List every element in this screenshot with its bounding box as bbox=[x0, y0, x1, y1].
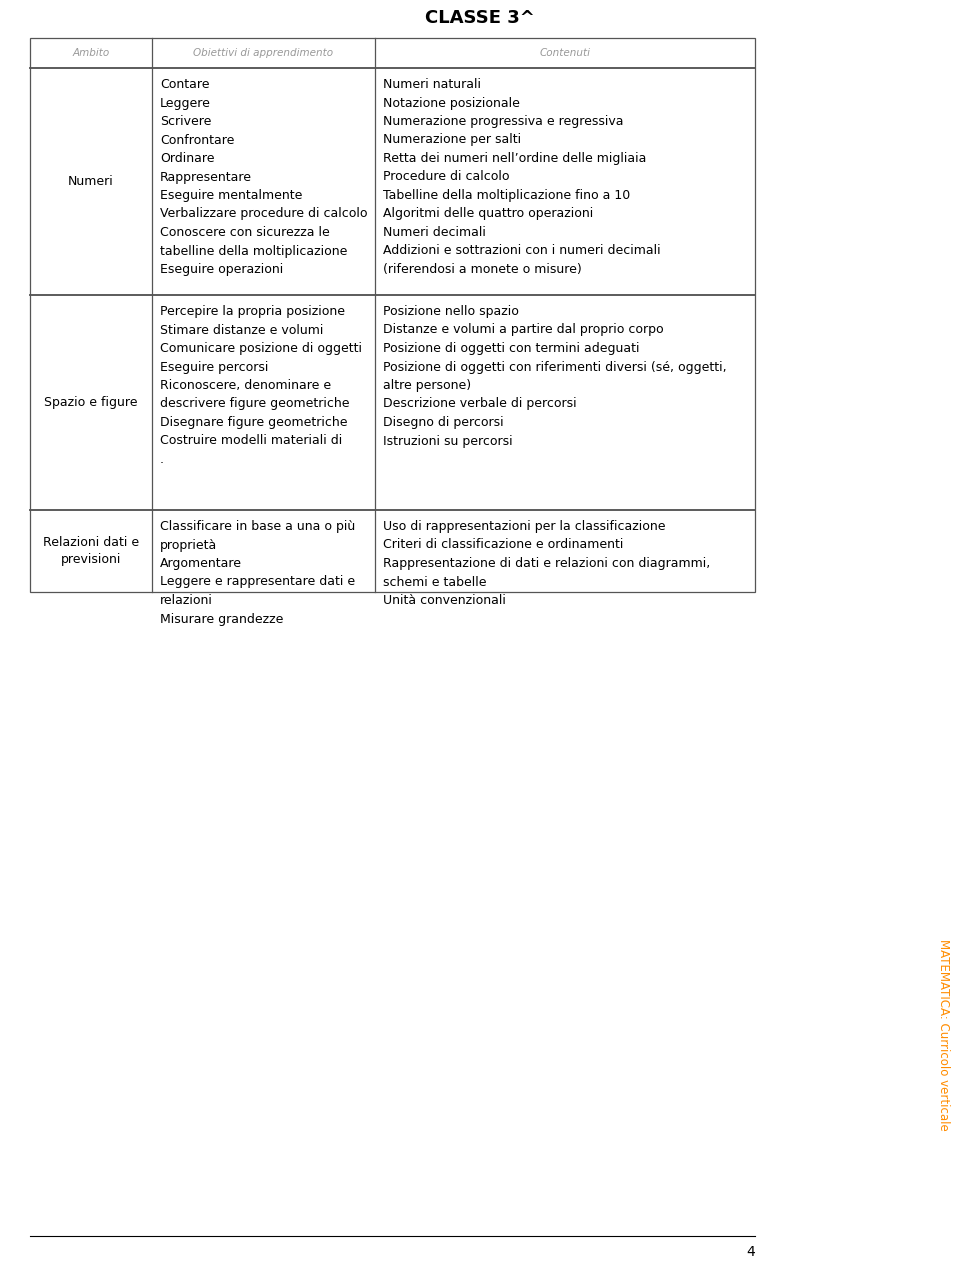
Text: Numeri: Numeri bbox=[68, 175, 114, 188]
Text: Contare
Leggere
Scrivere
Confrontare
Ordinare
Rappresentare
Eseguire mentalmente: Contare Leggere Scrivere Confrontare Ord… bbox=[160, 78, 368, 276]
Bar bbox=[30, 39, 755, 592]
Text: Percepire la propria posizione
Stimare distanze e volumi
Comunicare posizione di: Percepire la propria posizione Stimare d… bbox=[160, 305, 362, 466]
Text: Posizione nello spazio
Distanze e volumi a partire dal proprio corpo
Posizione d: Posizione nello spazio Distanze e volumi… bbox=[383, 305, 727, 447]
Text: Contenuti: Contenuti bbox=[540, 48, 590, 58]
Text: Ambito: Ambito bbox=[72, 48, 109, 58]
Text: Uso di rappresentazioni per la classificazione
Criteri di classificazione e ordi: Uso di rappresentazioni per la classific… bbox=[383, 520, 710, 607]
Text: Spazio e figure: Spazio e figure bbox=[44, 396, 137, 409]
Text: 4: 4 bbox=[746, 1245, 755, 1258]
Text: Numeri naturali
Notazione posizionale
Numerazione progressiva e regressiva
Numer: Numeri naturali Notazione posizionale Nu… bbox=[383, 78, 660, 276]
Text: Classificare in base a una o più
proprietà
Argomentare
Leggere e rappresentare d: Classificare in base a una o più proprie… bbox=[160, 520, 355, 626]
Text: CLASSE 3^: CLASSE 3^ bbox=[425, 9, 535, 27]
Text: MATEMATICA: Curricolo verticale: MATEMATICA: Curricolo verticale bbox=[937, 938, 950, 1131]
Text: Obiettivi di apprendimento: Obiettivi di apprendimento bbox=[193, 48, 333, 58]
Text: Relazioni dati e
previsioni: Relazioni dati e previsioni bbox=[43, 536, 139, 567]
